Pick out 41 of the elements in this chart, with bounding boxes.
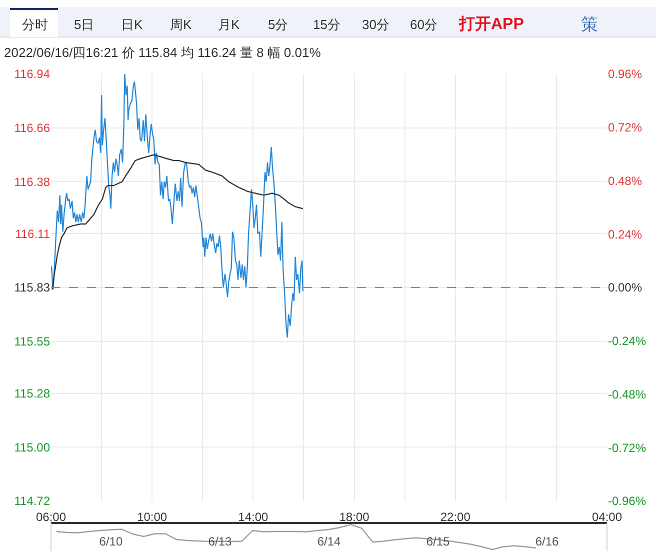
text: 5分 [268,17,288,32]
x-tick-label: 22:00 [440,510,471,524]
y-tick-label: 115.55 [14,334,50,349]
y2-tick-label: 0.72% [608,120,642,135]
text: 30分 [362,17,390,32]
x-tick-label: 18:00 [339,510,370,524]
x-tick-label: 6/14 [317,534,341,549]
y-tick-label: 116.66 [14,121,50,136]
y2-tick-label: -0.24% [608,334,646,348]
x-tick-label: 14:00 [238,510,269,524]
text: 日K [121,17,143,32]
text: 月K [218,17,240,32]
y2-tick-label: -0.72% [608,440,646,455]
text: 15分 [313,17,340,32]
y-tick-label: 116.11 [15,226,50,241]
y2-tick-label: -0.48% [608,387,646,402]
line-series [52,154,304,290]
y2-tick-label: 0.24% [608,227,642,242]
x-tick-label: 04:00 [592,510,622,524]
text: 60分 [410,17,438,32]
y-tick-label: 116.38 [14,174,50,189]
y-tick-label: 115.83 [14,280,50,295]
text: 策 [581,15,598,34]
y-tick-label: 114.72 [14,494,50,508]
text: 分时 [22,17,48,32]
x-tick-label: 6/10 [99,534,123,549]
y2-tick-label: 0.48% [608,174,642,188]
y-tick-label: 115.00 [14,440,50,454]
text: 5日 [74,17,94,32]
text: 打开APP [458,15,524,33]
text: 周K [170,17,192,32]
y2-tick-label: 0.00% [608,280,642,295]
x-tick-label: 10:00 [137,510,168,524]
y2-tick-label: -0.96% [608,494,646,508]
y-tick-label: 115.28 [14,386,50,400]
y-tick-label: 116.94 [14,67,50,82]
y2-tick-label: 0.96% [608,67,642,82]
x-tick-label: 6/16 [535,534,560,549]
line-series [51,74,304,338]
chart-title: 2022/06/16/四16:21 价 115.84 均 116.24 量 8 幅 0.01% [4,45,322,60]
x-tick-label: 06:00 [36,510,66,524]
